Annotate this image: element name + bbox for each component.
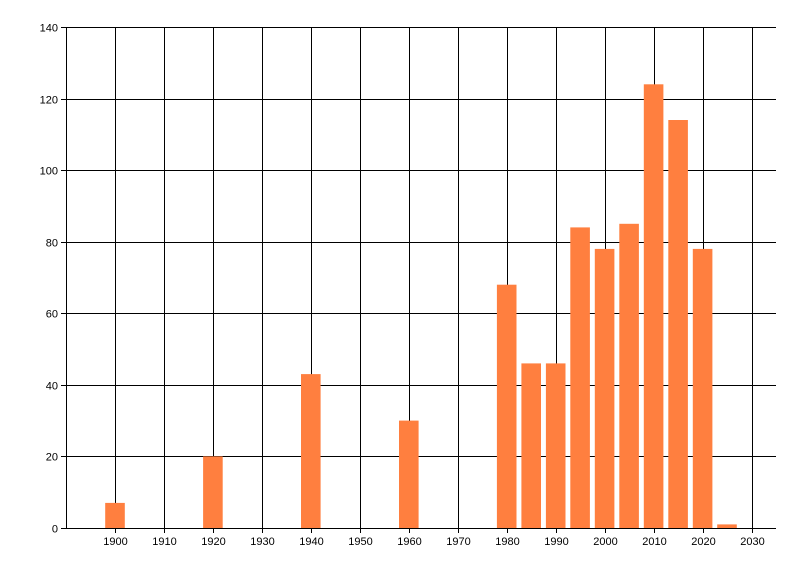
bar-1960 — [399, 420, 419, 528]
y-tick-label: 20 — [46, 452, 58, 464]
x-tick-label: 1910 — [152, 536, 176, 548]
x-tick-label: 1940 — [299, 536, 323, 548]
bar-1990 — [545, 363, 566, 528]
bar-2020 — [692, 248, 713, 528]
y-tick-label: 120 — [40, 95, 58, 107]
bar-2000 — [594, 248, 615, 528]
x-tick-label: 2000 — [593, 536, 617, 548]
bar-2005 — [619, 223, 639, 529]
x-tick-label: 2020 — [691, 536, 715, 548]
y-tick-labels: 0 20 40 60 80 100 120 140 — [40, 23, 58, 536]
bar-1900 — [105, 502, 125, 528]
bars — [105, 84, 737, 529]
x-tick-labels: 1900 1910 1920 1930 1940 1950 1960 1970 1980 1990… — [103, 536, 764, 548]
x-tick-label: 1970 — [446, 536, 470, 548]
y-tick-label: 80 — [46, 238, 58, 250]
bar-2025 — [717, 524, 737, 528]
bar-1995 — [570, 227, 590, 528]
x-tick-label: 1930 — [250, 536, 274, 548]
x-tick-label: 1980 — [495, 536, 519, 548]
y-tick-label: 0 — [52, 524, 58, 536]
y-tick-label: 140 — [40, 23, 58, 35]
bar-2015 — [668, 120, 688, 528]
x-tick-label: 1900 — [103, 536, 127, 548]
y-tick-label: 60 — [46, 309, 58, 321]
bar-1985 — [521, 363, 541, 528]
grid-lines — [66, 27, 776, 529]
x-tick-label: 2030 — [740, 536, 764, 548]
y-tick-label: 100 — [40, 166, 58, 178]
y-tick-label: 40 — [46, 381, 58, 393]
x-tick-label: 2010 — [642, 536, 666, 548]
bar-1980 — [496, 284, 517, 528]
x-tick-label: 1920 — [201, 536, 225, 548]
bar-1940 — [301, 374, 321, 528]
bar-2010 — [643, 84, 664, 529]
x-tick-label: 1990 — [544, 536, 568, 548]
x-tick-label: 1950 — [348, 536, 372, 548]
axes — [61, 27, 776, 533]
bar-1920 — [203, 456, 223, 528]
x-tick-label: 1960 — [397, 536, 421, 548]
